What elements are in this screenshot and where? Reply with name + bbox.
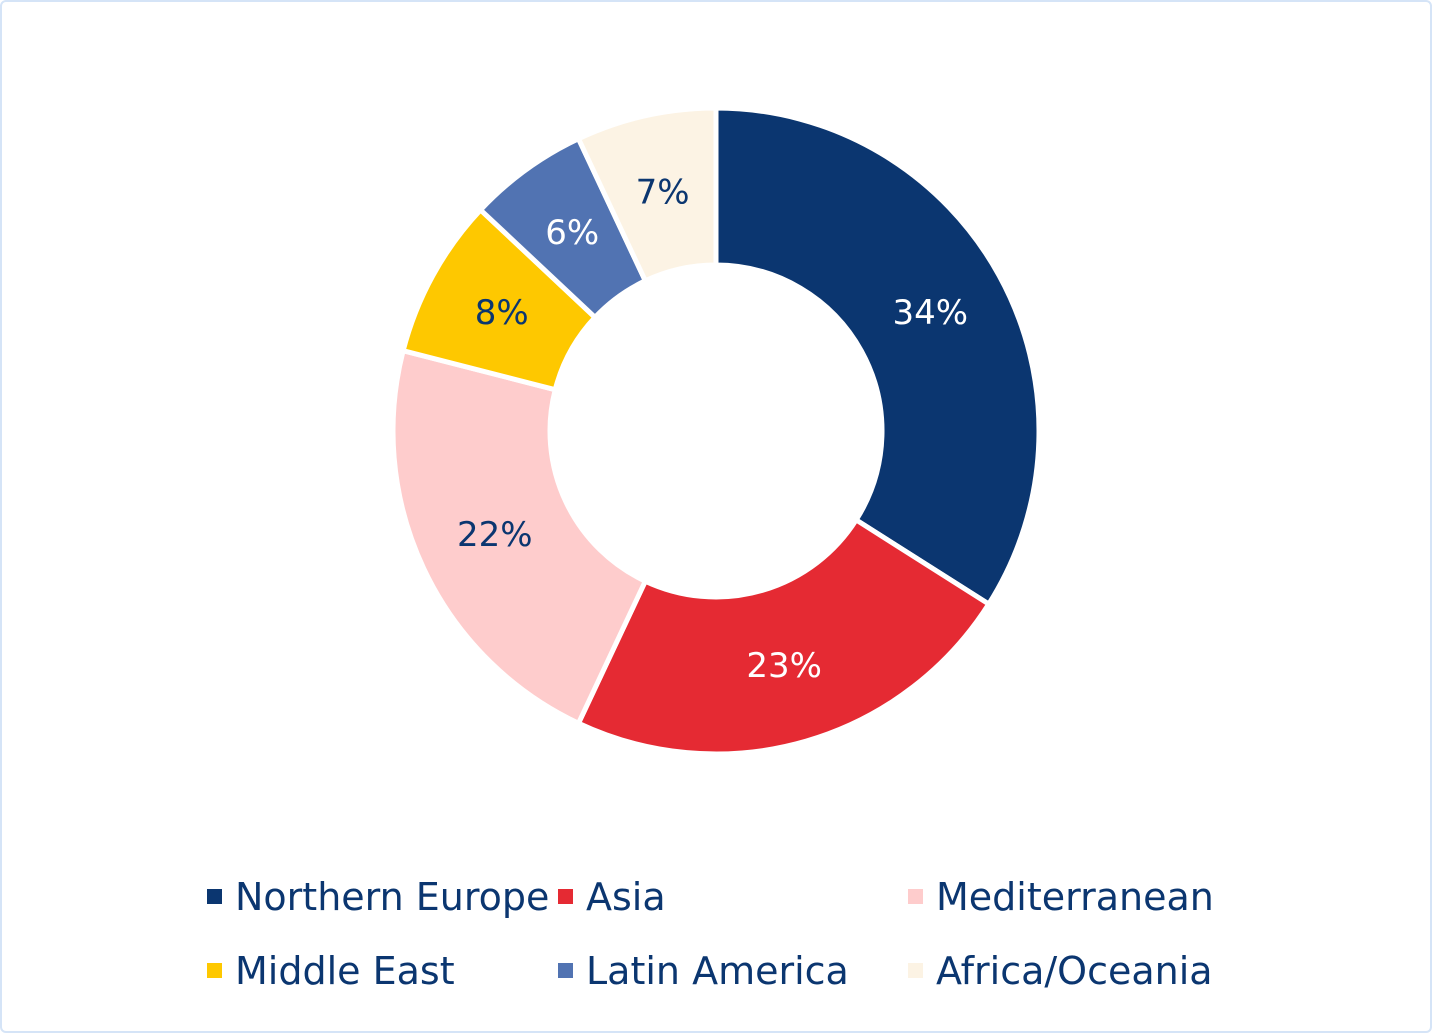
legend-item-latin-america: Latin America [558, 949, 849, 993]
legend-swatch-asia [558, 889, 573, 904]
donut-slices [390, 105, 1042, 757]
legend-swatch-latin-america [558, 963, 573, 978]
data-label-africa-oceania: 7% [636, 172, 690, 212]
legend-item-northern-europe: Northern Europe [207, 875, 549, 919]
data-label-northern-europe: 34% [892, 293, 968, 333]
data-label-middle-east: 8% [475, 293, 529, 333]
legend-item-mediterranean: Mediterranean [908, 875, 1214, 919]
slice-asia [575, 516, 993, 757]
slice-mediterranean [390, 347, 649, 727]
legend-item-africa-oceania: Africa/Oceania [908, 949, 1213, 993]
legend-label-middle-east: Middle East [235, 949, 455, 993]
legend-label-northern-europe: Northern Europe [235, 875, 549, 919]
legend-label-mediterranean: Mediterranean [936, 875, 1214, 919]
legend-swatch-mediterranean [908, 889, 923, 904]
donut-data-labels: 34% 23% 22% 8% 6% 7% [457, 172, 968, 685]
data-label-asia: 23% [746, 646, 822, 686]
slice-africa-oceania [575, 105, 719, 285]
data-label-mediterranean: 22% [457, 515, 533, 555]
legend-swatch-middle-east [207, 963, 222, 978]
legend-label-africa-oceania: Africa/Oceania [936, 949, 1213, 993]
slice-northern-europe [713, 105, 1042, 608]
legend-swatch-africa-oceania [908, 963, 923, 978]
legend-label-asia: Asia [586, 875, 666, 919]
legend: Northern Europe Asia Mediterranean Middle E… [207, 875, 1214, 993]
legend-swatch-northern-europe [207, 889, 222, 904]
legend-label-latin-america: Latin America [586, 949, 849, 993]
legend-item-middle-east: Middle East [207, 949, 455, 993]
data-label-latin-america: 6% [545, 213, 599, 253]
legend-item-asia: Asia [558, 875, 666, 919]
